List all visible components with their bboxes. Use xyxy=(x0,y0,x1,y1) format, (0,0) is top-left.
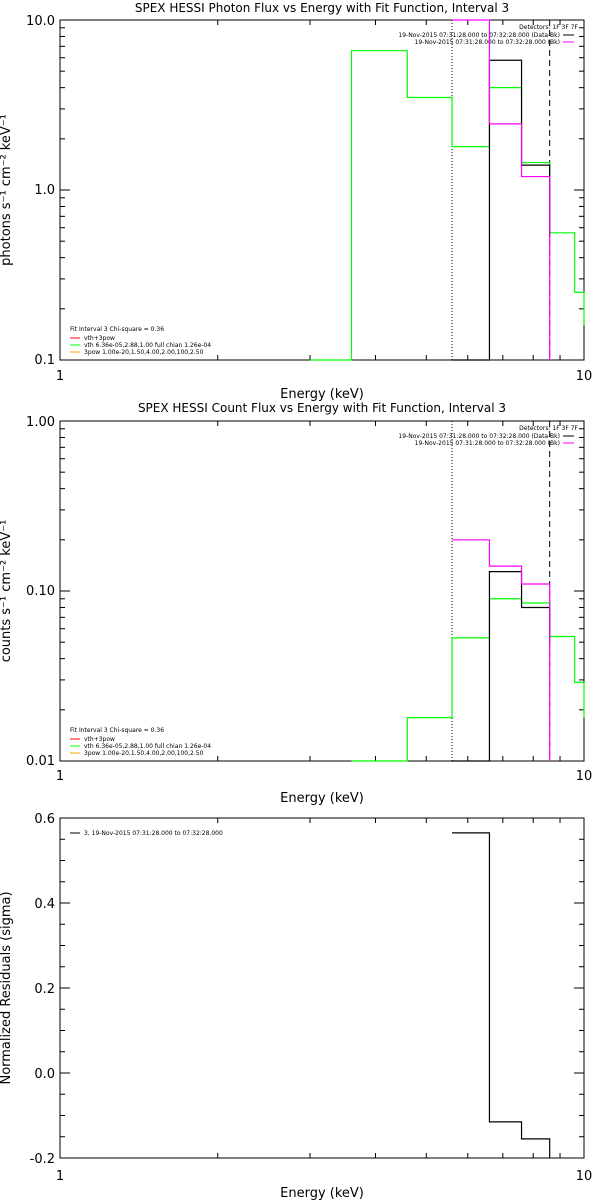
y-axis-label: Normalized Residuals (sigma) xyxy=(0,891,14,1084)
series-line-0 xyxy=(310,50,585,361)
fit-text: 3pow 1.00e-20,1.50,4.00,2.00,100,2.50 xyxy=(84,750,204,757)
x-tick-label: 1 xyxy=(56,769,64,784)
y-tick-label: 0.01 xyxy=(26,754,55,769)
y-tick-label: 0.0 xyxy=(34,1067,55,1082)
fit-text: vth 6.36e-05,2.88,1.00 full chian 1.26e-… xyxy=(84,743,211,750)
x-axis-label: Energy (keV) xyxy=(280,791,364,806)
fit-text: vth+3pow xyxy=(84,335,115,342)
x-tick-label: 10 xyxy=(576,769,593,784)
count-flux-panel: SPEX HESSI Count Flux vs Energy with Fit… xyxy=(0,401,592,806)
x-tick-label: 1 xyxy=(56,369,64,384)
y-tick-label: 10.0 xyxy=(26,14,55,29)
y-tick-label: 1.0 xyxy=(34,183,55,198)
x-tick-label: 1 xyxy=(56,1169,64,1184)
y-tick-label: 0.10 xyxy=(26,584,55,599)
legend-text: 3, 19-Nov-2015 07:31:28.000 to 07:32:28.… xyxy=(84,830,223,837)
plot-frame xyxy=(59,817,585,1159)
series-line-1 xyxy=(452,571,551,762)
info-line: 19-Nov-2015 07:31:28.000 to 07:32:28.000… xyxy=(415,440,560,447)
info-line: 19-Nov-2015 07:31:28.000 to 07:32:28.000… xyxy=(398,32,560,39)
y-tick-label: 0.4 xyxy=(34,897,55,912)
y-axis-label: photons s⁻¹ cm⁻² keV⁻¹ xyxy=(0,114,14,266)
info-line: Detectors: 1F 3F 7F xyxy=(519,425,578,432)
series-line-1 xyxy=(452,59,551,361)
fit-text: Fit Interval 3 Chi-square = 0.36 xyxy=(70,727,164,734)
series-line-2 xyxy=(452,539,551,761)
fit-text: vth 6.36e-05,2.88,1.00 full chian 1.26e-… xyxy=(84,342,211,349)
x-axis-label: Energy (keV) xyxy=(280,1186,364,1200)
fit-text: Fit Interval 3 Chi-square = 0.36 xyxy=(70,326,164,333)
y-tick-label: -0.2 xyxy=(30,1152,55,1167)
chart-title: SPEX HESSI Count Flux vs Energy with Fit… xyxy=(138,401,506,415)
fit-text: 3pow 1.00e-20,1.50,4.00,2.00,100,2.50 xyxy=(84,349,204,356)
x-axis-label: Energy (keV) xyxy=(280,387,364,402)
residuals-panel: 1 10 -0.2 0.0 0.2 0.4 0.6 Energy (keV) N… xyxy=(0,812,592,1200)
plot-frame xyxy=(59,420,585,762)
chart-title: SPEX HESSI Photon Flux vs Energy with Fi… xyxy=(135,1,509,15)
y-tick-label: 0.6 xyxy=(34,812,55,827)
info-line: Detectors: 1F 3F 7F xyxy=(519,24,578,31)
x-tick-label: 10 xyxy=(576,369,593,384)
y-tick-label: 0.1 xyxy=(34,353,55,368)
plot-frame xyxy=(59,19,585,361)
y-tick-label: 0.2 xyxy=(34,982,55,997)
series-line-0 xyxy=(452,832,551,1158)
photon-flux-panel: SPEX HESSI Photon Flux vs Energy with Fi… xyxy=(0,1,592,402)
info-line: 19-Nov-2015 07:31:28.000 to 07:32:28.000… xyxy=(398,433,560,440)
fit-text: vth+3pow xyxy=(84,736,115,743)
y-axis-label: counts s⁻¹ cm⁻² keV⁻¹ xyxy=(0,520,14,663)
y-tick-label: 1.00 xyxy=(26,415,55,430)
info-line: 19-Nov-2015 07:31:28.000 to 07:32:28.000… xyxy=(415,39,560,46)
series-line-2 xyxy=(452,19,551,360)
x-tick-label: 10 xyxy=(576,1169,593,1184)
